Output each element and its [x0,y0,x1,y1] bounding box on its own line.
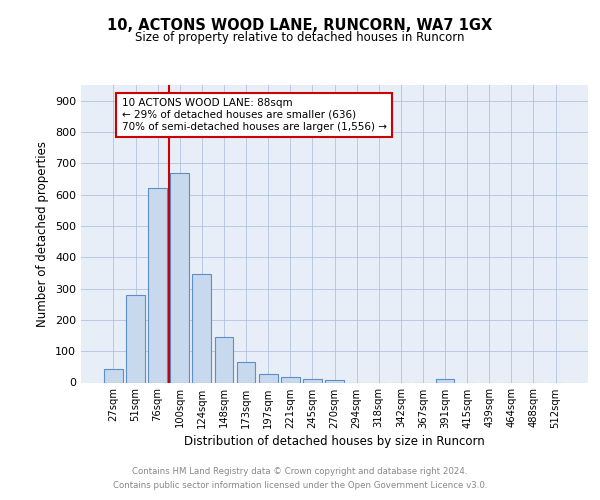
Bar [148,188,167,382]
Bar [126,295,145,382]
Text: Contains HM Land Registry data © Crown copyright and database right 2024.: Contains HM Land Registry data © Crown c… [132,467,468,476]
Text: 10 ACTONS WOOD LANE: 88sqm
← 29% of detached houses are smaller (636)
70% of sem: 10 ACTONS WOOD LANE: 88sqm ← 29% of deta… [122,98,386,132]
Bar [193,274,211,382]
Bar [281,377,299,382]
Bar [259,374,278,382]
Bar [236,362,256,382]
Text: Size of property relative to detached houses in Runcorn: Size of property relative to detached ho… [135,31,465,44]
Bar [436,380,454,382]
Bar [325,380,344,382]
Bar [170,174,189,382]
Bar [215,337,233,382]
Text: Contains public sector information licensed under the Open Government Licence v3: Contains public sector information licen… [113,481,487,490]
X-axis label: Distribution of detached houses by size in Runcorn: Distribution of detached houses by size … [184,434,485,448]
Y-axis label: Number of detached properties: Number of detached properties [37,141,49,327]
Bar [303,378,322,382]
Bar [104,370,123,382]
Text: 10, ACTONS WOOD LANE, RUNCORN, WA7 1GX: 10, ACTONS WOOD LANE, RUNCORN, WA7 1GX [107,18,493,32]
